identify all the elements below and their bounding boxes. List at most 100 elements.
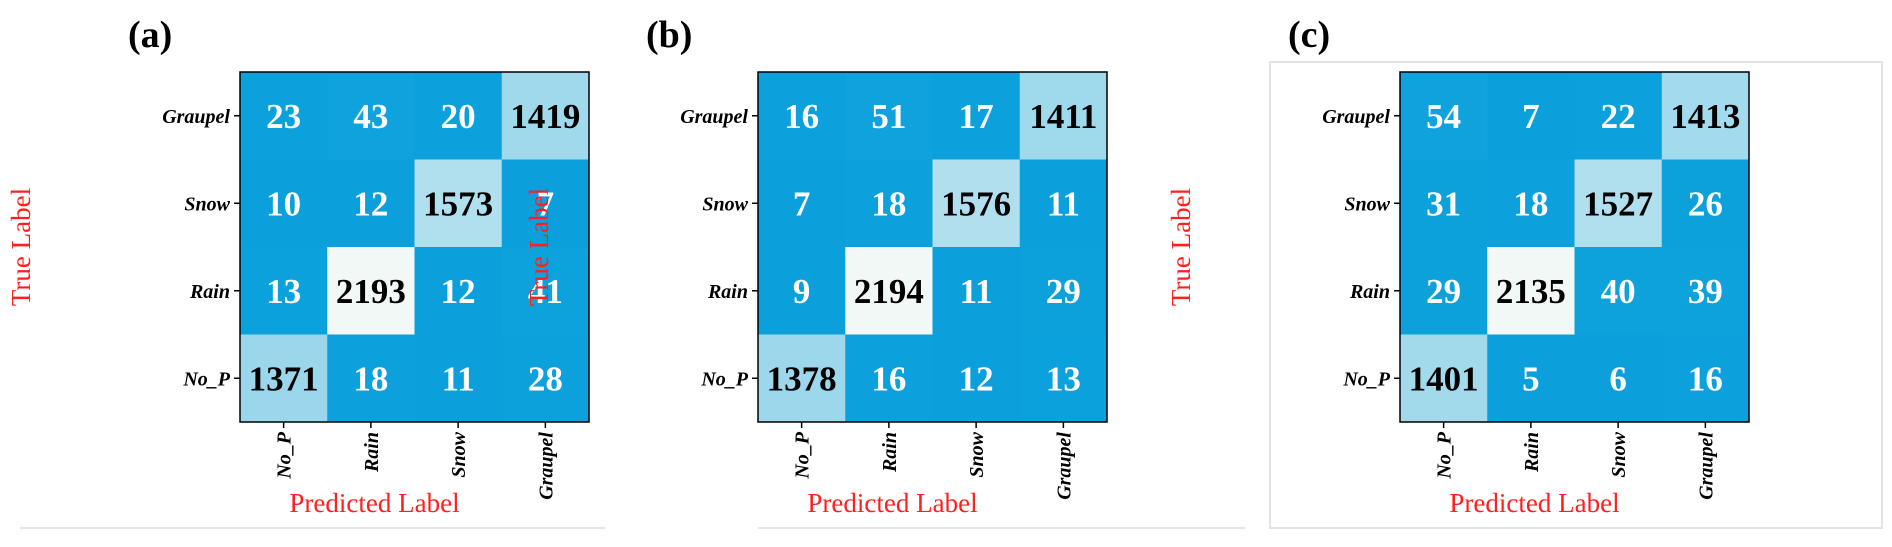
matrix-cell: [1487, 247, 1575, 335]
cell-value: 1401: [1409, 359, 1479, 398]
matrix-cell: [414, 247, 503, 335]
y-axis-label: True Label: [524, 188, 554, 306]
cell-value: 11: [960, 272, 993, 311]
cell-value: 1413: [1670, 97, 1740, 136]
cell-value: 18: [871, 184, 906, 223]
matrix-cell: [932, 72, 1021, 160]
cell-value: 7: [793, 184, 811, 223]
matrix-cell: [501, 159, 590, 248]
column-tick-label: No_P: [1434, 431, 1456, 479]
cell-value: 23: [266, 97, 301, 136]
cell-value: 29: [1426, 272, 1461, 311]
row-tick-label: Graupel: [162, 106, 230, 128]
confusion-matrix-panel-a: (a) 23 43 20 1419 10 12 1573 7 13 2193 12 41 1371 18 11…: [6, 14, 590, 518]
matrix-cell: [501, 247, 590, 335]
matrix-cell: [1019, 72, 1108, 160]
cell-value: 9: [793, 272, 811, 311]
matrix-cell: [932, 159, 1021, 248]
matrix-cell: [1661, 247, 1750, 335]
cell-value: 51: [871, 97, 906, 136]
matrix-frame: [1399, 71, 1750, 423]
y-axis-label: True Label: [6, 188, 36, 306]
row-tick-label: Rain: [189, 281, 230, 303]
matrix-cell: [758, 72, 846, 160]
matrix-cell: [1487, 159, 1575, 248]
column-tick-label: Graupel: [1053, 432, 1075, 500]
confusion-matrix-panel-c: (c) 54 7 22 1413 31 18 1527 26 29 2135 40 39 1401 5 6 16…: [1166, 14, 1750, 518]
matrix-cell: [501, 334, 590, 423]
cell-value: 13: [1046, 359, 1081, 398]
cell-value: 16: [784, 97, 819, 136]
cell-value: 29: [1046, 272, 1081, 311]
cell-value: 1527: [1583, 184, 1653, 223]
cell-value: 54: [1426, 97, 1461, 136]
matrix-cell: [240, 334, 328, 423]
x-axis-label: Predicted Label: [289, 488, 459, 518]
matrix-cell: [327, 72, 415, 160]
cell-value: 1411: [1029, 97, 1097, 136]
matrix-frame: [757, 71, 1108, 423]
cell-value: 20: [441, 97, 476, 136]
cell-value: 18: [1513, 184, 1548, 223]
matrix-cell: [414, 334, 503, 423]
matrix-cell: [758, 334, 846, 423]
cell-value: 1419: [510, 97, 580, 136]
cell-value: 7: [1522, 97, 1540, 136]
column-tick-label: Snow: [448, 431, 470, 477]
cell-value: 28: [528, 359, 563, 398]
cell-value: 26: [1688, 184, 1723, 223]
matrix-cell: [932, 334, 1021, 423]
matrix-cell: [932, 247, 1021, 335]
column-tick-label: Graupel: [535, 432, 557, 500]
y-axis-label: True Label: [1166, 188, 1196, 306]
matrix-cell: [758, 159, 846, 248]
matrix-cell: [327, 159, 415, 248]
cell-value: 6: [1609, 359, 1627, 398]
matrix-cell: [1019, 334, 1108, 423]
panel-c-frame: [1269, 61, 1883, 529]
x-axis-label: Predicted Label: [1449, 488, 1619, 518]
row-tick-label: No_P: [182, 368, 230, 390]
matrix-frame: [239, 71, 590, 423]
cell-value: 1378: [767, 359, 837, 398]
row-tick-label: Rain: [707, 281, 748, 303]
matrix-cell: [845, 334, 933, 423]
cell-value: 1576: [941, 184, 1011, 223]
matrix-cell: [1574, 72, 1663, 160]
column-tick-label: No_P: [274, 431, 296, 479]
matrix-cell: [1400, 72, 1488, 160]
matrix-cell: [845, 159, 933, 248]
cell-value: 17: [959, 97, 994, 136]
row-tick-label: No_P: [700, 368, 748, 390]
cell-value: 1573: [423, 184, 493, 223]
column-tick-label: Snow: [966, 431, 988, 477]
matrix-cell: [1574, 334, 1663, 423]
cell-value: 7: [537, 184, 555, 223]
matrix-cell: [1400, 334, 1488, 423]
panel-label: (b): [646, 14, 692, 56]
row-tick-label: Rain: [1349, 281, 1390, 303]
matrix-cell: [240, 159, 328, 248]
cell-value: 31: [1426, 184, 1461, 223]
cell-value: 39: [1688, 272, 1723, 311]
row-tick-label: Graupel: [680, 106, 748, 128]
matrix-cell: [414, 72, 503, 160]
panel-label: (a): [128, 14, 172, 56]
cell-value: 18: [353, 359, 388, 398]
matrix-cell: [1400, 159, 1488, 248]
column-tick-label: No_P: [792, 431, 814, 479]
cell-value: 2135: [1496, 272, 1566, 311]
matrix-cell: [501, 72, 590, 160]
row-tick-label: Snow: [1344, 193, 1390, 215]
matrix-cell: [1661, 72, 1750, 160]
column-tick-label: Rain: [1521, 432, 1543, 473]
matrix-cell: [1574, 247, 1663, 335]
cell-value: 12: [353, 184, 388, 223]
cell-value: 2194: [854, 272, 924, 311]
matrix-cell: [845, 72, 933, 160]
matrix-cell: [1661, 334, 1750, 423]
cell-value: 22: [1601, 97, 1636, 136]
x-axis-label: Predicted Label: [807, 488, 977, 518]
cell-value: 2193: [336, 272, 406, 311]
